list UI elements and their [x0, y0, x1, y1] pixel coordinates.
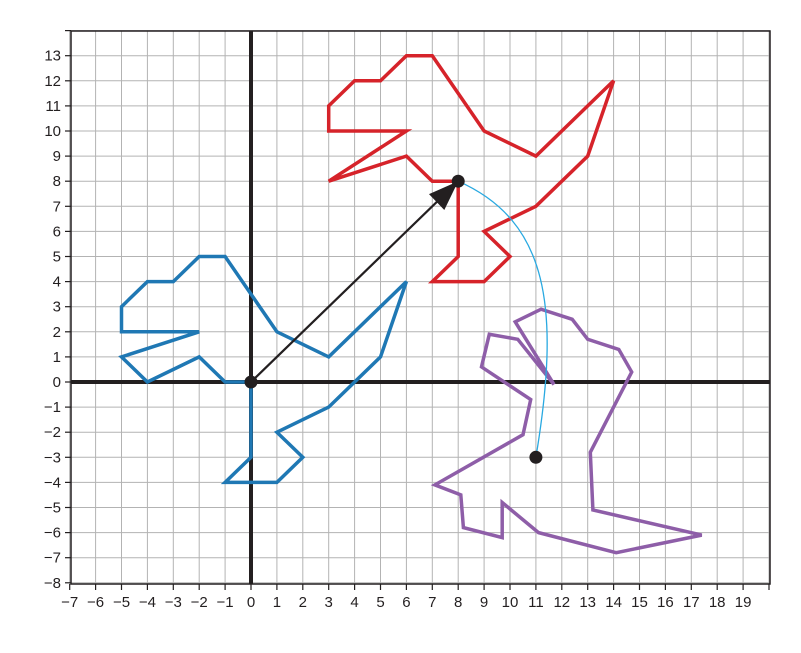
y-tick-label: 12: [44, 73, 61, 90]
marked-point: [451, 174, 465, 188]
y-tick-label: −8: [44, 575, 61, 592]
y-tick-label: 2: [53, 324, 61, 341]
x-tick-label: 4: [350, 594, 358, 611]
x-axis-tick-labels: −7 −6 −5 −4 −3 −2 −1 0 1 2 3 4 5 6 7 8 9 10 11 12 13 14 15 16 17…: [61, 594, 751, 611]
y-tick-label: −1: [44, 399, 61, 416]
x-tick-label: −3: [165, 594, 182, 611]
y-tick-label: 9: [53, 148, 61, 165]
y-tick-label: 1: [53, 349, 61, 366]
grid-border: [70, 30, 771, 585]
y-tick-label: 8: [53, 173, 61, 190]
red-dinosaur: [326, 53, 616, 284]
x-tick-label: 17: [683, 594, 700, 611]
y-tick-label: −2: [44, 424, 61, 441]
x-tick-label: 19: [735, 594, 752, 611]
purple-dinosaur: [430, 307, 703, 555]
y-tick-label: 0: [53, 374, 61, 391]
marked-point: [244, 375, 258, 389]
x-tick-label: 7: [428, 594, 436, 611]
y-tick-label: −4: [44, 474, 61, 491]
x-tick-label: −1: [217, 594, 234, 611]
vector-arrowhead: [429, 181, 459, 210]
x-tick-label: 2: [299, 594, 307, 611]
y-tick-label: 7: [53, 198, 61, 215]
y-tick-label: −6: [44, 525, 61, 542]
y-tick-label: 4: [53, 274, 61, 291]
figures: [118, 53, 703, 555]
translation-vector: [250, 180, 459, 383]
y-tick-label: 3: [53, 299, 61, 316]
x-tick-label: 14: [605, 594, 622, 611]
axis-ticks: [65, 30, 770, 590]
x-tick-label: 3: [325, 594, 333, 611]
x-tick-label: 0: [247, 594, 255, 611]
y-tick-label: −3: [44, 449, 61, 466]
x-tick-label: −2: [191, 594, 208, 611]
x-tick-label: 1: [273, 594, 281, 611]
y-tick-label: 5: [53, 249, 61, 266]
vector-line: [250, 180, 459, 383]
y-tick-label: 11: [45, 98, 61, 115]
x-tick-label: −6: [87, 594, 104, 611]
marked-point: [529, 450, 543, 464]
y-tick-label: −7: [44, 550, 61, 567]
x-tick-label: 8: [454, 594, 462, 611]
axes: [71, 31, 770, 584]
grid-lines: [69, 30, 771, 585]
x-tick-label: 9: [480, 594, 488, 611]
y-tick-label: −5: [44, 500, 61, 517]
y-tick-label: 6: [53, 223, 61, 240]
x-tick-label: 6: [402, 594, 410, 611]
blue-dinosaur: [118, 254, 409, 485]
rotation-arc-path: [457, 180, 548, 458]
x-tick-label: 10: [502, 594, 519, 611]
x-tick-label: −4: [139, 594, 156, 611]
y-tick-label: 10: [44, 123, 61, 140]
x-tick-label: 13: [579, 594, 596, 611]
x-tick-label: 11: [528, 594, 544, 611]
rotation-arc: [457, 180, 548, 458]
y-tick-label: 13: [44, 48, 61, 65]
x-tick-label: 18: [709, 594, 726, 611]
x-tick-label: 5: [376, 594, 384, 611]
x-tick-label: 12: [553, 594, 570, 611]
marked-points: [244, 174, 543, 464]
x-tick-label: 16: [657, 594, 674, 611]
x-tick-label: 15: [631, 594, 648, 611]
x-tick-label: −5: [113, 594, 130, 611]
x-tick-label: −7: [61, 594, 78, 611]
